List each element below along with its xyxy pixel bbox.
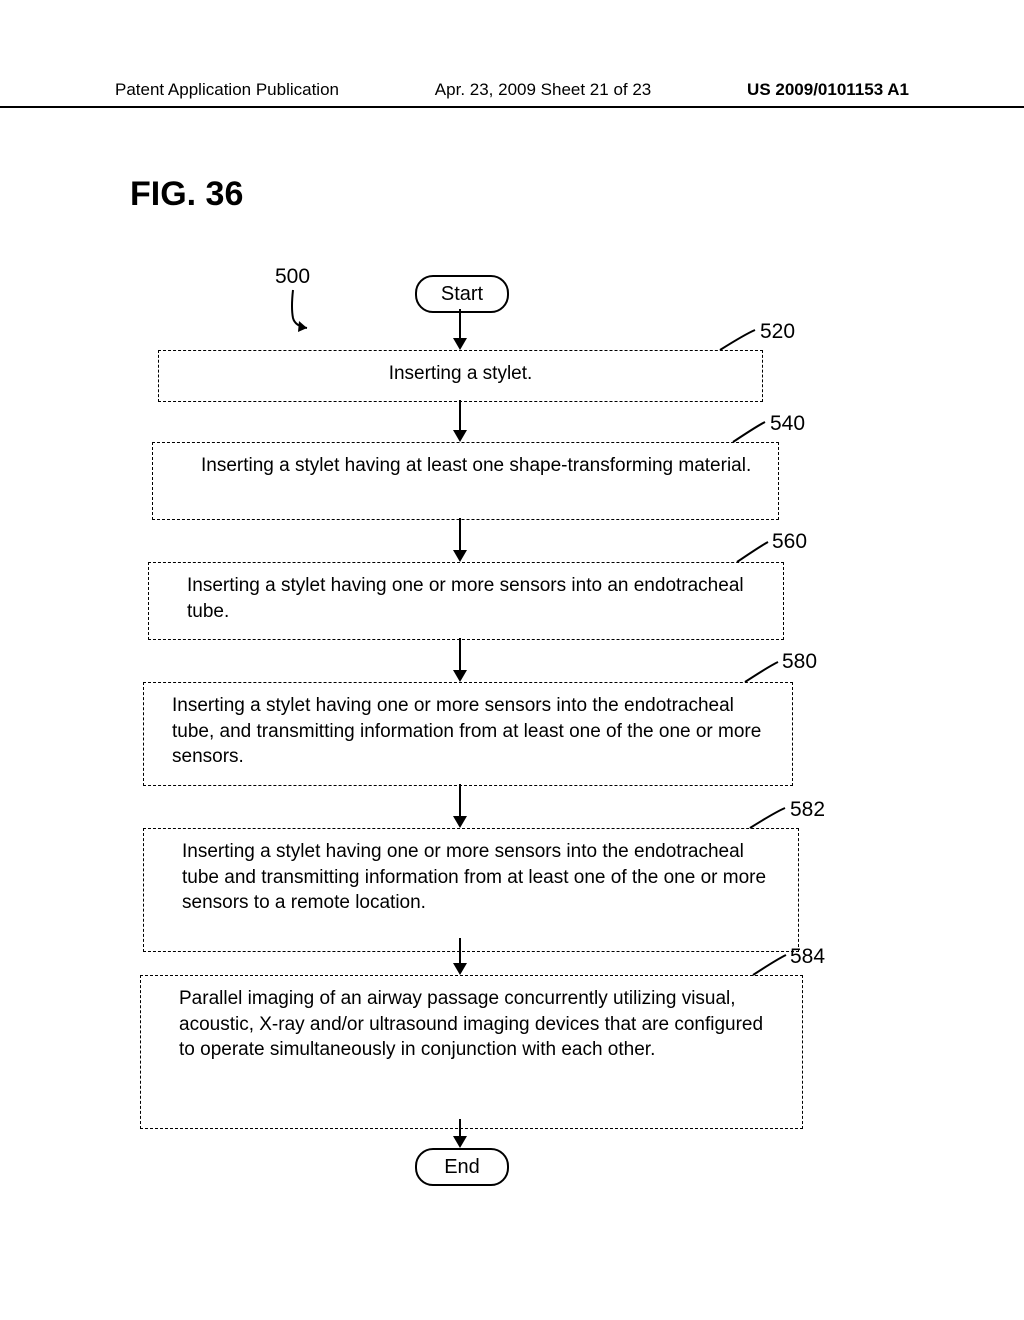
flowchart-step-box: Inserting a stylet having at least one s…: [152, 442, 779, 520]
flow-arrow-line: [459, 784, 461, 818]
flow-arrow-head-icon: [453, 430, 467, 442]
step-reference-leader: [746, 804, 789, 832]
flow-arrow-line: [459, 400, 461, 432]
flowchart-step-box: Parallel imaging of an airway passage co…: [140, 975, 803, 1129]
flowchart-step-box: Inserting a stylet.: [158, 350, 763, 402]
flowchart-step-text: Inserting a stylet having one or more se…: [162, 693, 774, 770]
flow-arrow-head-icon: [453, 816, 467, 828]
end-terminal: End: [415, 1148, 509, 1186]
patent-page: Patent Application Publication Apr. 23, …: [0, 0, 1024, 1320]
flow-arrow-head-icon: [453, 550, 467, 562]
flowchart-step-text: Parallel imaging of an airway passage co…: [159, 986, 784, 1063]
flowchart-step-box: Inserting a stylet having one or more se…: [143, 828, 799, 952]
page-header: Patent Application Publication Apr. 23, …: [0, 80, 1024, 108]
step-reference-leader: [749, 951, 790, 979]
flow-arrow-head-icon: [453, 963, 467, 975]
flowchart-step-box: Inserting a stylet having one or more se…: [143, 682, 793, 786]
step-reference-leader: [733, 538, 772, 566]
step-reference-number: 580: [782, 650, 817, 674]
figure-label: FIG. 36: [130, 175, 243, 214]
flow-arrow-line: [459, 938, 461, 965]
flowchart-step-text: Inserting a stylet having at least one s…: [171, 453, 760, 479]
step-reference-number: 584: [790, 945, 825, 969]
step-reference-leader: [716, 326, 759, 354]
header-pub-number: US 2009/0101153 A1: [747, 80, 909, 100]
step-reference-number: 520: [760, 320, 795, 344]
header-publication: Patent Application Publication: [115, 80, 339, 100]
flow-arrow-head-icon: [453, 1136, 467, 1148]
flowchart-step-text: Inserting a stylet having one or more se…: [167, 573, 765, 624]
step-reference-leader: [729, 418, 769, 446]
start-terminal: Start: [415, 275, 509, 313]
flow-arrow-line: [459, 638, 461, 672]
flow-arrow-line: [459, 309, 461, 340]
step-reference-number: 582: [790, 798, 825, 822]
flowchart-step-box: Inserting a stylet having one or more se…: [148, 562, 784, 640]
flow-arrow-head-icon: [453, 670, 467, 682]
step-reference-number: 540: [770, 412, 805, 436]
flow-arrow-line: [459, 518, 461, 552]
header-date-sheet: Apr. 23, 2009 Sheet 21 of 23: [435, 80, 651, 100]
flow-reference-number: 500: [275, 265, 310, 289]
step-reference-number: 560: [772, 530, 807, 554]
flow-reference-leader: [285, 288, 335, 333]
step-reference-leader: [741, 658, 782, 686]
flow-arrow-head-icon: [453, 338, 467, 350]
header-row: Patent Application Publication Apr. 23, …: [0, 80, 1024, 100]
flowchart-step-text: Inserting a stylet having one or more se…: [162, 839, 780, 916]
flowchart-step-text: Inserting a stylet.: [177, 361, 744, 387]
